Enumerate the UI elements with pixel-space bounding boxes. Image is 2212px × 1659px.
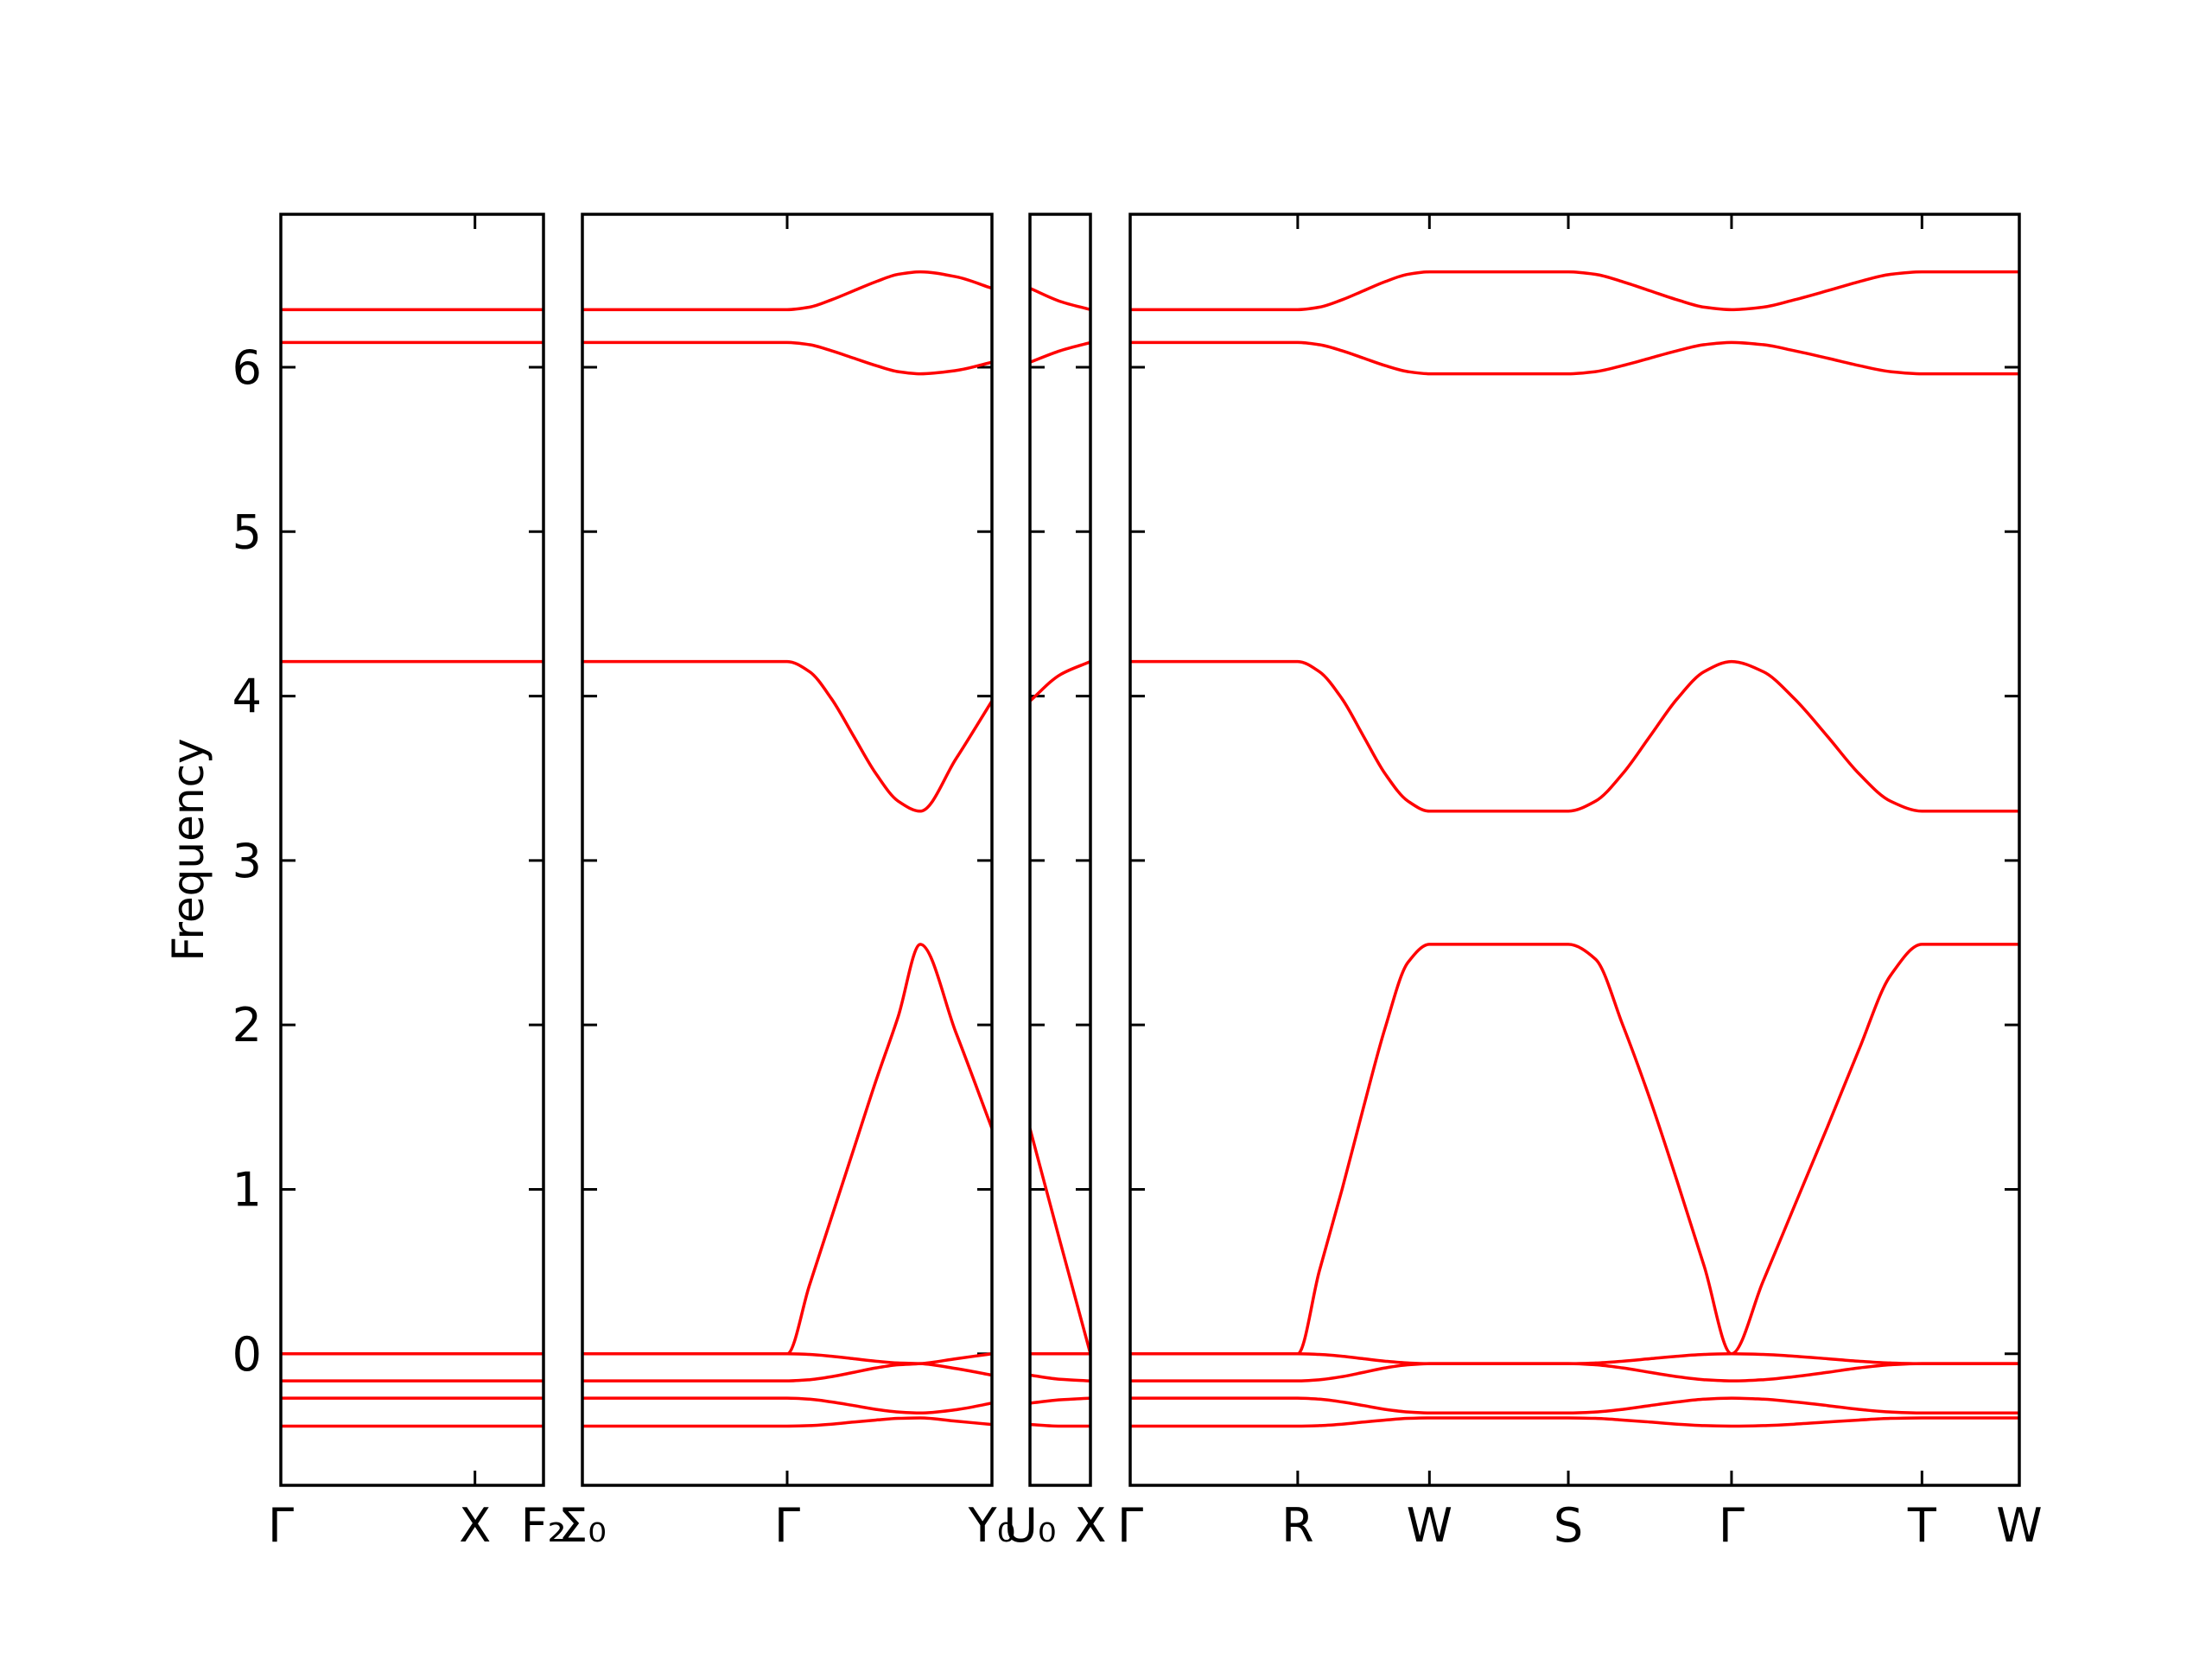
y-tick-label: 6 [232,340,262,395]
band-line [1030,660,1090,702]
x-tick-label: W [1996,1498,2042,1553]
y-tick-label: 1 [232,1162,262,1217]
y-tick-label: 5 [232,505,262,559]
band-line [1030,1396,1090,1405]
panel: Σ₀ Γ Y₀ [558,213,1016,1553]
x-tick-label: U₀ [1003,1498,1056,1553]
band-line [1030,1373,1090,1382]
band-line [1030,1128,1090,1355]
panel: U₀ X [1003,213,1107,1553]
x-tick-label: S [1554,1498,1583,1553]
x-tick-label: Γ [1719,1498,1745,1553]
y-tick-label: 3 [232,834,262,888]
x-tick-label: X [1075,1498,1107,1553]
band-line [1130,1396,2019,1415]
band-line [582,270,992,312]
x-tick-label: Γ [774,1498,800,1553]
band-line [1130,270,2019,312]
band-line [582,943,992,1356]
axes-frame [1128,213,2021,1487]
y-tick-label: 0 [232,1327,262,1382]
x-tick-label: Y₀ [968,1498,1016,1553]
x-tick-label: T [1907,1498,1937,1553]
axes-frame [279,213,545,1487]
band-line [1130,1416,2019,1428]
band-line [582,1396,992,1415]
y-tick-label: 4 [232,670,262,724]
x-tick-label: Γ [1117,1498,1143,1553]
y-axis-label: Frequency [163,738,213,961]
band-line [1030,1422,1090,1428]
axes-frame [1028,213,1092,1487]
x-tick-label: R [1281,1498,1314,1553]
band-line [582,1416,992,1428]
band-line [582,659,992,813]
x-tick-label: W [1407,1498,1452,1553]
x-tick-label: Σ₀ [558,1498,607,1553]
x-tick-label: X [459,1498,491,1553]
band-line [1130,1352,2019,1365]
band-line [1130,659,2019,813]
band-line [582,340,992,376]
x-tick-label: F₂ [521,1498,567,1553]
axes-frame [581,213,994,1487]
band-line [1130,943,2019,1356]
panel: 0 1 2 3 4 5 6 Γ X F₂ Frequency [163,213,567,1553]
band-line [1130,1362,2019,1382]
band-line [582,1352,992,1377]
band-line [1030,340,1090,364]
band-line [1130,340,2019,376]
x-tick-label: Γ [268,1498,294,1553]
y-tick-label: 2 [232,998,262,1052]
band-line [582,1352,992,1382]
band-line [1030,287,1090,312]
